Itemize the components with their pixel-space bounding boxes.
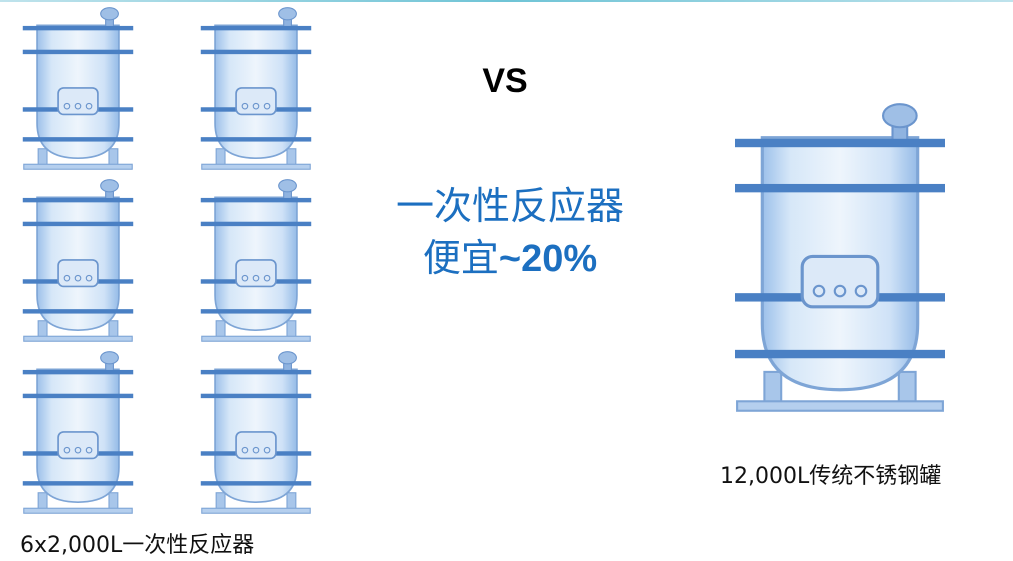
vs-label: VS [482, 62, 528, 100]
claim-line-2: 便宜~20% [340, 232, 680, 285]
left-caption: 6x2,000L一次性反应器 [20, 533, 255, 558]
single-use-bioreactor-icon [200, 6, 312, 172]
stainless-steel-tank-icon [735, 86, 945, 431]
single-use-bioreactor-icon [200, 350, 312, 516]
single-use-bioreactor-icon [22, 178, 134, 344]
claim-percentage: ~20% [498, 238, 598, 280]
claim-prefix: 便宜 [422, 236, 499, 280]
single-use-bioreactor-icon [22, 6, 134, 172]
cost-claim: 一次性反应器 便宜~20% [340, 180, 680, 285]
top-accent-line [0, 0, 1013, 2]
claim-line-1: 一次性反应器 [395, 184, 624, 228]
right-caption: 12,000L传统不锈钢罐 [720, 464, 942, 489]
single-use-bioreactor-icon [200, 178, 312, 344]
single-use-bioreactor-icon [22, 350, 134, 516]
